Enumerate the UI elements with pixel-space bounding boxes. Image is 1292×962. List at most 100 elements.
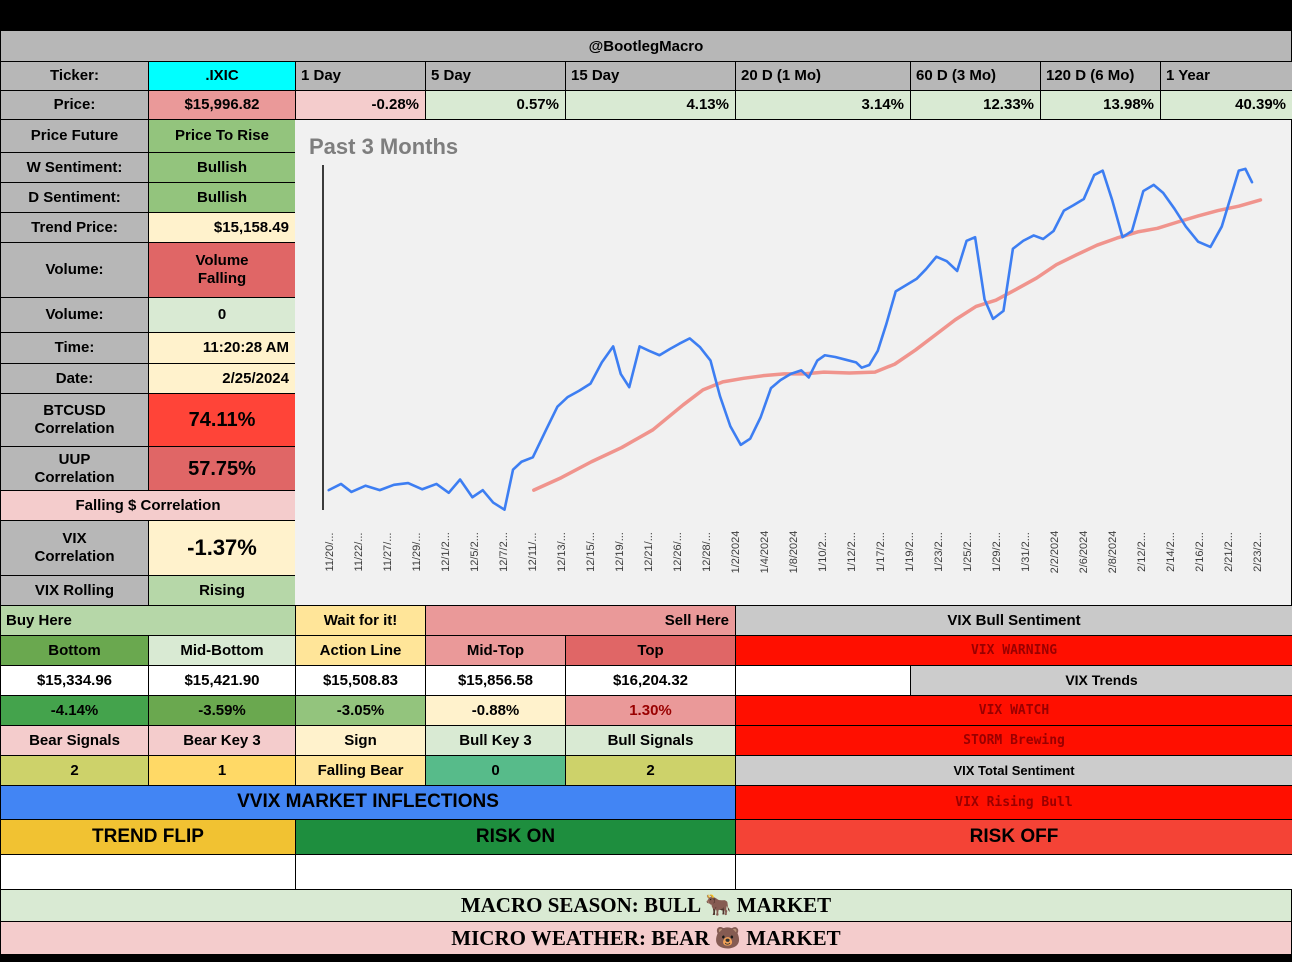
stat-value-vix-rolling[interactable]: Rising <box>149 576 296 606</box>
level-pct-mid-bottom[interactable]: -3.59% <box>149 696 296 726</box>
empty-cell[interactable] <box>736 666 911 696</box>
stat-value-volume[interactable]: 0 <box>149 298 296 333</box>
x-axis-label: 12/28/... <box>701 532 713 572</box>
level-price-mid-bottom[interactable]: $15,421.90 <box>149 666 296 696</box>
change-15-day[interactable]: 4.13% <box>566 91 736 120</box>
stat-value-trend-price[interactable]: $15,158.49 <box>149 213 296 243</box>
level-price-top[interactable]: $16,204.32 <box>566 666 736 696</box>
risk-on-cell[interactable]: RISK ON <box>296 820 736 855</box>
stat-label-w-sentiment[interactable]: W Sentiment: <box>1 153 149 183</box>
stat-label-d-sentiment[interactable]: D Sentiment: <box>1 183 149 213</box>
level-price-mid-top[interactable]: $15,856.58 <box>426 666 566 696</box>
period-header-5-day[interactable]: 5 Day <box>426 62 566 91</box>
vix-total-sentiment-cell[interactable]: VIX Total Sentiment <box>736 756 1292 786</box>
risk-off-cell[interactable]: RISK OFF <box>736 820 1292 855</box>
change-20d[interactable]: 3.14% <box>736 91 911 120</box>
ticker-label[interactable]: Ticker: <box>1 62 149 91</box>
stat-value-vix-correlation[interactable]: -1.37% <box>149 521 296 576</box>
stat-value-d-sentiment[interactable]: Bullish <box>149 183 296 213</box>
level-pct-bottom[interactable]: -4.14% <box>1 696 149 726</box>
change-120d[interactable]: 13.98% <box>1041 91 1161 120</box>
x-axis-label: 12/7/2... <box>498 532 510 572</box>
stat-label-date[interactable]: Date: <box>1 364 149 394</box>
zone-wait-for-it[interactable]: Wait for it! <box>296 606 426 636</box>
stat-value-price-future[interactable]: Price To Rise <box>149 120 296 153</box>
zone-sell-here[interactable]: Sell Here <box>426 606 736 636</box>
period-header-60d[interactable]: 60 D (3 Mo) <box>911 62 1041 91</box>
empty-cell[interactable] <box>296 855 736 890</box>
stat-label-price-future[interactable]: Price Future <box>1 120 149 153</box>
x-axis-label: 1/10/2... <box>817 532 829 572</box>
stat-label-vix-correlation[interactable]: VIX Correlation <box>1 521 149 576</box>
period-header-120d[interactable]: 120 D (6 Mo) <box>1041 62 1161 91</box>
stat-label-volume-status[interactable]: Volume: <box>1 243 149 298</box>
sign-value[interactable]: Falling Bear <box>296 756 426 786</box>
empty-cell[interactable] <box>736 855 1292 890</box>
vix-trends-cell[interactable]: VIX Trends <box>911 666 1292 696</box>
level-header-action-line[interactable]: Action Line <box>296 636 426 666</box>
level-price-bottom[interactable]: $15,334.96 <box>1 666 149 696</box>
bull-signals-value[interactable]: 2 <box>566 756 736 786</box>
level-pct-action-line[interactable]: -3.05% <box>296 696 426 726</box>
stat-value-btc-correlation[interactable]: 74.11% <box>149 394 296 447</box>
bull-key-value[interactable]: 0 <box>426 756 566 786</box>
bear-signals-value[interactable]: 2 <box>1 756 149 786</box>
level-header-top[interactable]: Top <box>566 636 736 666</box>
period-header-15-day[interactable]: 15 Day <box>566 62 736 91</box>
change-1-day[interactable]: -0.28% <box>296 91 426 120</box>
trend-flip-cell[interactable]: TREND FLIP <box>1 820 296 855</box>
zone-buy-here[interactable]: Buy Here <box>1 606 296 636</box>
level-header-mid-top[interactable]: Mid-Top <box>426 636 566 666</box>
stat-label-time[interactable]: Time: <box>1 333 149 364</box>
bottom-black-bar <box>0 955 1292 962</box>
x-axis-label: 12/1/2... <box>440 532 452 572</box>
vix-warning-cell[interactable]: VIX WARNING <box>736 636 1292 666</box>
x-axis-label: 12/19/... <box>614 532 626 572</box>
price-value-cell[interactable]: $15,996.82 <box>149 91 296 120</box>
stat-label-uup-correlation[interactable]: UUP Correlation <box>1 447 149 491</box>
change-1-year[interactable]: 40.39% <box>1161 91 1292 120</box>
bear-signals-header[interactable]: Bear Signals <box>1 726 149 756</box>
empty-cell[interactable] <box>1 855 296 890</box>
vix-bull-sentiment-header[interactable]: VIX Bull Sentiment <box>736 606 1292 636</box>
stat-label-trend-price[interactable]: Trend Price: <box>1 213 149 243</box>
stat-label-btc-correlation[interactable]: BTCUSD Correlation <box>1 394 149 447</box>
x-axis-label: 2/8/2024 <box>1107 530 1119 574</box>
stat-value-time[interactable]: 11:20:28 AM <box>149 333 296 364</box>
stat-value-uup-correlation[interactable]: 57.75% <box>149 447 296 491</box>
x-axis-label: 2/21/2... <box>1223 532 1235 572</box>
vix-watch-cell[interactable]: VIX WATCH <box>736 696 1292 726</box>
level-pct-mid-top[interactable]: -0.88% <box>426 696 566 726</box>
price-label[interactable]: Price: <box>1 91 149 120</box>
bull-signals-header[interactable]: Bull Signals <box>566 726 736 756</box>
level-pct-top[interactable]: 1.30% <box>566 696 736 726</box>
macro-season-banner: MACRO SEASON: BULL 🐂 MARKET <box>0 890 1292 922</box>
period-header-20d[interactable]: 20 D (1 Mo) <box>736 62 911 91</box>
bull-key-header[interactable]: Bull Key 3 <box>426 726 566 756</box>
level-header-bottom[interactable]: Bottom <box>1 636 149 666</box>
period-header-1-year[interactable]: 1 Year <box>1161 62 1292 91</box>
sign-header[interactable]: Sign <box>296 726 426 756</box>
change-5-day[interactable]: 0.57% <box>426 91 566 120</box>
stat-value-w-sentiment[interactable]: Bullish <box>149 153 296 183</box>
x-axis-label: 12/13/... <box>556 532 568 572</box>
x-axis-label: 11/20/... <box>324 532 336 572</box>
x-axis-label: 2/14/2... <box>1165 532 1177 572</box>
ticker-symbol-cell[interactable]: .IXIC <box>149 62 296 91</box>
level-header-mid-bottom[interactable]: Mid-Bottom <box>149 636 296 666</box>
bear-key-header[interactable]: Bear Key 3 <box>149 726 296 756</box>
falling-dollar-correlation-cell[interactable]: Falling $ Correlation <box>1 491 296 521</box>
vix-rising-bull-cell[interactable]: VIX Rising Bull <box>736 786 1292 820</box>
stat-label-vix-rolling[interactable]: VIX Rolling <box>1 576 149 606</box>
storm-brewing-cell[interactable]: STORM Brewing <box>736 726 1292 756</box>
bear-key-value[interactable]: 1 <box>149 756 296 786</box>
stat-label-volume[interactable]: Volume: <box>1 298 149 333</box>
stat-value-date[interactable]: 2/25/2024 <box>149 364 296 394</box>
vvix-market-inflections-cell[interactable]: VVIX MARKET INFLECTIONS <box>1 786 736 820</box>
level-price-action-line[interactable]: $15,508.83 <box>296 666 426 696</box>
change-60d[interactable]: 12.33% <box>911 91 1041 120</box>
stat-value-volume-status[interactable]: Volume Falling <box>149 243 296 298</box>
period-header-1-day[interactable]: 1 Day <box>296 62 426 91</box>
x-axis-label: 1/29/2... <box>991 532 1003 572</box>
